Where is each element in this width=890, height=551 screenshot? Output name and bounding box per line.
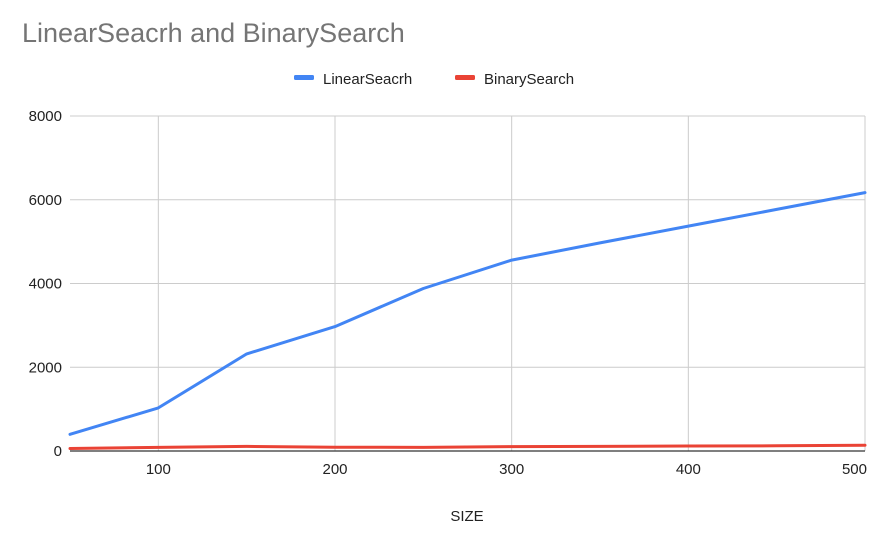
data-point-BinarySearch-450 [775,444,778,447]
series-line-LinearSeacrh [68,191,867,436]
x-tick-label-200: 200 [322,461,347,478]
legend: LinearSeacrh BinarySearch [294,71,574,88]
data-point-BinarySearch-400 [687,444,690,447]
legend-label-LinearSeacrh: LinearSeacrh [323,71,412,88]
x-tick-label-400: 400 [676,461,701,478]
x-axis-title: SIZE [450,508,483,525]
data-point-LinearSeacrh-250 [422,287,425,290]
data-point-LinearSeacrh-450 [775,208,778,211]
data-point-BinarySearch-300 [510,445,513,448]
data-point-LinearSeacrh-50 [69,433,72,436]
data-point-LinearSeacrh-300 [510,259,513,262]
y-tick-label-0: 0 [54,443,62,460]
series-lines [68,191,867,450]
data-point-LinearSeacrh-400 [687,225,690,228]
data-point-LinearSeacrh-100 [157,406,160,409]
data-point-BinarySearch-350 [599,445,602,448]
data-point-BinarySearch-100 [157,446,160,449]
data-point-BinarySearch-250 [422,446,425,449]
y-tick-label-2000: 2000 [29,359,62,376]
data-point-BinarySearch-200 [334,446,337,449]
x-tick-label-100: 100 [146,461,171,478]
x-tick-label-300: 300 [499,461,524,478]
data-point-LinearSeacrh-150 [245,352,248,355]
y-tick-label-8000: 8000 [29,108,62,125]
series-line-BinarySearch [68,443,867,450]
data-point-LinearSeacrh-200 [334,325,337,328]
data-point-BinarySearch-500 [864,444,867,447]
data-point-BinarySearch-50 [69,447,72,450]
legend-swatch-LinearSeacrh [294,75,314,80]
data-point-LinearSeacrh-500 [864,191,867,194]
y-tick-label-4000: 4000 [29,276,62,293]
legend-swatch-BinarySearch [455,75,475,80]
legend-label-BinarySearch: BinarySearch [484,71,574,88]
data-point-BinarySearch-150 [245,445,248,448]
x-tick-label-500: 500 [842,461,867,478]
tick-labels: 0 2000 4000 6000 8000 100 200 300 400 500 [29,108,867,478]
chart-title: LinearSeacrh and BinarySearch [22,18,405,48]
grid-lines [70,115,866,451]
data-point-LinearSeacrh-350 [599,241,602,244]
y-tick-label-6000: 6000 [29,192,62,209]
